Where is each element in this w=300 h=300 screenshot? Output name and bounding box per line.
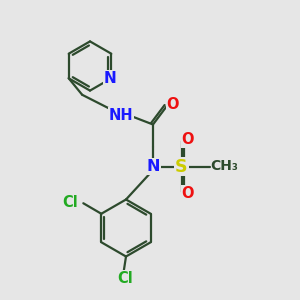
Text: O: O: [181, 132, 194, 147]
Text: N: N: [146, 159, 160, 174]
Text: Cl: Cl: [118, 271, 133, 286]
Text: O: O: [166, 97, 179, 112]
Text: O: O: [181, 186, 194, 201]
Text: N: N: [103, 71, 116, 86]
Text: CH₃: CH₃: [211, 160, 239, 173]
Text: NH: NH: [108, 108, 133, 123]
Text: Cl: Cl: [62, 195, 78, 210]
Text: S: S: [175, 158, 188, 175]
